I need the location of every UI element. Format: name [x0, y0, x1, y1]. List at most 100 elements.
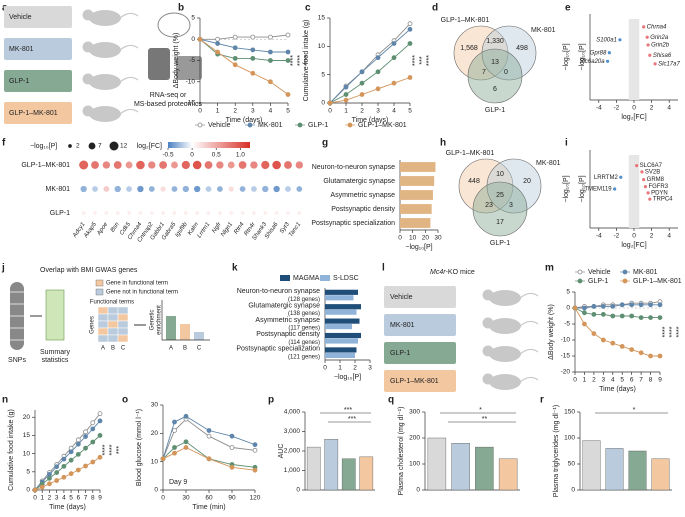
data-point [75, 451, 81, 457]
bar [582, 440, 601, 491]
dot [296, 186, 303, 192]
data-point [75, 467, 81, 473]
data-point [39, 484, 45, 490]
enrichment-bar [180, 324, 190, 340]
data-point [600, 337, 606, 343]
dot [238, 161, 247, 169]
mouse-tail [519, 320, 539, 327]
colorbar-tick-label: 0.5 [212, 152, 221, 159]
dot [205, 186, 212, 192]
bar [475, 446, 494, 491]
panel-letter: i [565, 138, 568, 149]
bar [359, 456, 374, 491]
y-tick-label: 15 [23, 432, 31, 439]
gene-label: LRRTM2 [594, 175, 619, 181]
data-point [582, 321, 587, 327]
data-point [285, 32, 291, 38]
gene-label: Apoe [96, 221, 110, 237]
group-label: GLP-1–MK-801 [9, 110, 58, 117]
dot [181, 160, 190, 170]
legend-swatch [280, 275, 290, 281]
dot [149, 211, 154, 215]
instrument [176, 56, 202, 80]
term-label: B [183, 346, 187, 352]
y-axis-label: Cumulative food intake (g) [8, 409, 15, 491]
enrichment-label: Genetic [150, 310, 156, 331]
mouse-head [482, 373, 494, 385]
y-tick-label: -10 [561, 337, 571, 344]
group-label: GLP-1–MK-801 [390, 378, 439, 385]
annotation: ** [482, 416, 488, 423]
group-label: MK-801 [9, 46, 34, 53]
y-tick-label: 0 [321, 100, 325, 107]
dot [251, 186, 257, 192]
mouse-tail [519, 348, 539, 355]
x-axis-label: Time (days) [226, 117, 263, 124]
data-point [610, 303, 616, 309]
bar [325, 289, 358, 295]
venn-count: 7 [482, 69, 486, 76]
legend-label: MAGMA [293, 275, 320, 282]
dot [192, 160, 202, 170]
dot [252, 211, 256, 215]
data-point [229, 464, 235, 470]
bar [325, 318, 360, 324]
venn-set-label: MK-801 [531, 27, 556, 34]
x-axis-label: Time (days) [49, 504, 86, 511]
matrix-cell [107, 327, 119, 336]
group-label: GLP-1 [390, 350, 410, 357]
series-line [34, 435, 101, 491]
data-point [172, 428, 177, 433]
dot [228, 186, 234, 192]
x-tick-label: 5 [286, 108, 290, 115]
annotation: **** [102, 444, 109, 455]
x-tick-label: 2 [353, 365, 357, 372]
panel-letter: o [122, 395, 128, 406]
venn-count: 17 [496, 219, 504, 226]
x-tick-label: 120 [250, 495, 261, 502]
y-axis-label: −log₁₀[P] [563, 43, 570, 70]
y-tick-label: 20 [151, 430, 159, 437]
data-point [250, 70, 256, 76]
enrichment-bar [194, 332, 204, 340]
dot [193, 185, 201, 193]
gene-label: Nlgn1 [220, 222, 234, 238]
x-tick-label: 8 [649, 377, 653, 384]
dot [240, 211, 245, 215]
mouse-tail [119, 108, 139, 115]
mouse-body [89, 42, 121, 58]
y-tick-label: -5 [564, 321, 570, 328]
annotation: *** [419, 56, 426, 64]
x-tick-label: 4 [667, 105, 671, 112]
legend-label: MK-801 [258, 122, 283, 129]
data-point [68, 471, 74, 477]
data-point [61, 456, 67, 462]
gene-point [653, 62, 657, 66]
data-point [47, 471, 52, 477]
dot [136, 160, 145, 170]
dot [115, 211, 120, 215]
y-tick-label: 10 [318, 43, 326, 50]
annotation: **** [412, 55, 419, 66]
data-point [215, 41, 221, 46]
annotation: **** [297, 55, 304, 66]
gene-point [645, 35, 649, 39]
data-point [591, 331, 597, 337]
series-line [199, 38, 288, 61]
mouse-body [489, 318, 521, 334]
series-line [162, 415, 256, 459]
category-label: Asymmetric synapse [255, 317, 320, 324]
x-tick-label: 2 [592, 377, 596, 384]
y-axis-label: Blood glucose (mmol l⁻¹) [136, 409, 143, 486]
series-line [574, 307, 660, 357]
data-point [47, 475, 52, 481]
x-tick-label: 5 [620, 377, 624, 384]
legend-swatch [95, 279, 104, 287]
summary-stats [45, 289, 65, 341]
matrix-cell [97, 320, 109, 329]
data-point [232, 45, 238, 51]
data-point [343, 84, 349, 90]
dot [239, 186, 246, 192]
group-box [384, 286, 456, 308]
gene-point [646, 191, 650, 195]
